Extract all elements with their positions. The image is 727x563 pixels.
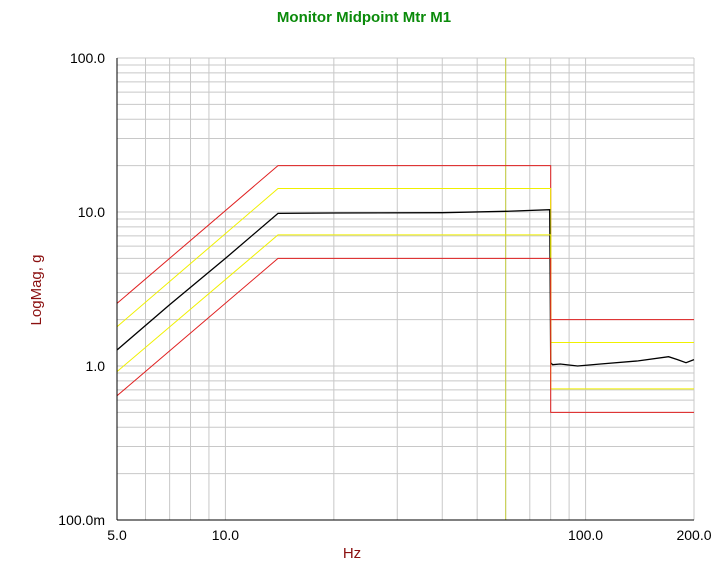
x-tick-label: 5.0 bbox=[107, 527, 127, 543]
y-tick-label: 100.0 bbox=[70, 50, 105, 66]
y-tick-label: 100.0m bbox=[58, 512, 105, 528]
y-tick-label: 1.0 bbox=[86, 358, 106, 374]
series-lower-abort-line bbox=[116, 257, 694, 413]
y-axis-label: LogMag, g bbox=[28, 255, 45, 326]
chart-title: Monitor Midpoint Mtr M1 bbox=[277, 9, 451, 26]
series-control-line bbox=[116, 209, 695, 367]
series-upper-abort-line bbox=[116, 165, 694, 321]
x-axis-label: Hz bbox=[343, 545, 361, 562]
x-tick-label: 100.0 bbox=[568, 527, 603, 543]
axes bbox=[116, 58, 694, 521]
series-lower-alarm-line bbox=[116, 234, 694, 390]
x-tick-label: 200.0 bbox=[676, 527, 711, 543]
series-upper-alarm-line bbox=[116, 188, 694, 343]
y-tick-label: 10.0 bbox=[78, 204, 105, 220]
series-group bbox=[116, 165, 695, 413]
x-tick-label: 10.0 bbox=[212, 527, 239, 543]
tick-labels: 100.0m 1.0 10.0 100.0 5.0 10.0 100.0 200.0 bbox=[58, 50, 711, 543]
grid bbox=[117, 57, 695, 520]
